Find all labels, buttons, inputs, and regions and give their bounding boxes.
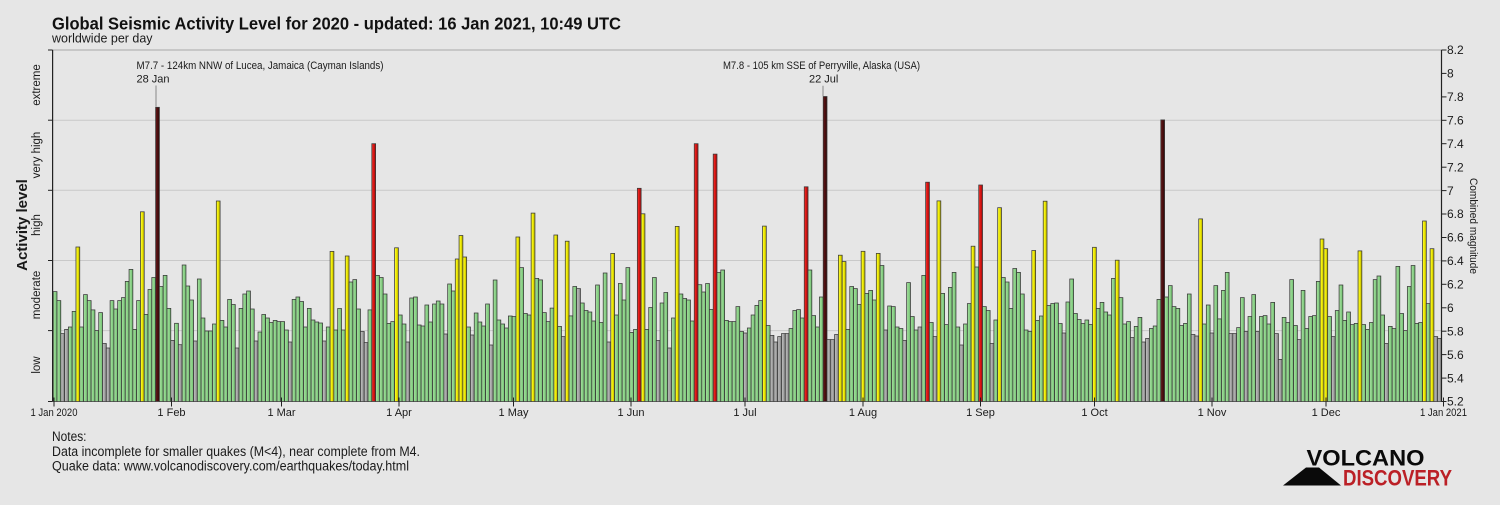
svg-text:8: 8 [1447,67,1454,81]
svg-text:5.2: 5.2 [1447,395,1464,409]
svg-text:1 Jan 2021: 1 Jan 2021 [1420,407,1467,419]
svg-text:high: high [31,214,43,236]
svg-text:7.8: 7.8 [1447,90,1464,104]
svg-text:28 Jan: 28 Jan [137,74,170,86]
svg-text:5.4: 5.4 [1447,371,1464,385]
svg-text:Activity level: Activity level [14,179,31,271]
svg-text:1 Feb: 1 Feb [157,407,185,419]
svg-text:1 Apr: 1 Apr [386,407,412,419]
svg-text:1 Sep: 1 Sep [966,407,995,419]
svg-text:DISCOVERY: DISCOVERY [1343,466,1452,491]
svg-text:Notes:: Notes: [52,429,87,444]
svg-text:1 Oct: 1 Oct [1081,407,1107,419]
svg-text:moderate: moderate [31,271,43,320]
svg-text:M7.7 - 124km NNW of Lucea, Jam: M7.7 - 124km NNW of Lucea, Jamaica (Caym… [137,60,384,72]
svg-text:5.6: 5.6 [1447,348,1464,362]
svg-text:Combined magnitude: Combined magnitude [1467,178,1479,274]
svg-text:22 Jul: 22 Jul [809,74,838,86]
svg-text:worldwide per day: worldwide per day [51,31,153,46]
svg-text:very high: very high [31,132,43,179]
svg-text:Quake data: www.volcanodiscove: Quake data: www.volcanodiscovery.com/ear… [52,458,409,473]
svg-text:7.6: 7.6 [1447,114,1464,128]
svg-text:1 Jun: 1 Jun [618,407,645,419]
svg-text:M7.8 - 105 km SSE of Perryvill: M7.8 - 105 km SSE of Perryville, Alaska … [723,60,920,72]
svg-text:Data incomplete for smaller qu: Data incomplete for smaller quakes (M<4)… [52,444,420,459]
svg-text:VOLCANO: VOLCANO [1307,446,1425,471]
svg-text:1 May: 1 May [499,407,529,419]
svg-text:5.8: 5.8 [1447,324,1464,338]
svg-text:8.2: 8.2 [1447,43,1464,57]
svg-text:6: 6 [1447,301,1454,315]
svg-text:Global Seismic Activity Level: Global Seismic Activity Level for 2020 -… [52,13,621,33]
svg-text:7.4: 7.4 [1447,137,1464,151]
svg-text:1 Jul: 1 Jul [733,407,756,419]
svg-text:6.4: 6.4 [1447,254,1464,268]
svg-text:6.8: 6.8 [1447,207,1464,221]
svg-text:low: low [31,356,43,374]
svg-text:1 Mar: 1 Mar [267,407,295,419]
svg-text:1 Jan 2020: 1 Jan 2020 [31,407,78,419]
svg-text:1 Aug: 1 Aug [849,407,877,419]
svg-text:6.6: 6.6 [1447,231,1464,245]
svg-text:extreme: extreme [31,64,43,106]
svg-text:7: 7 [1447,184,1454,198]
svg-text:7.2: 7.2 [1447,160,1464,174]
svg-text:6.2: 6.2 [1447,278,1464,292]
svg-text:1 Nov: 1 Nov [1198,407,1227,419]
svg-text:1 Dec: 1 Dec [1312,407,1341,419]
